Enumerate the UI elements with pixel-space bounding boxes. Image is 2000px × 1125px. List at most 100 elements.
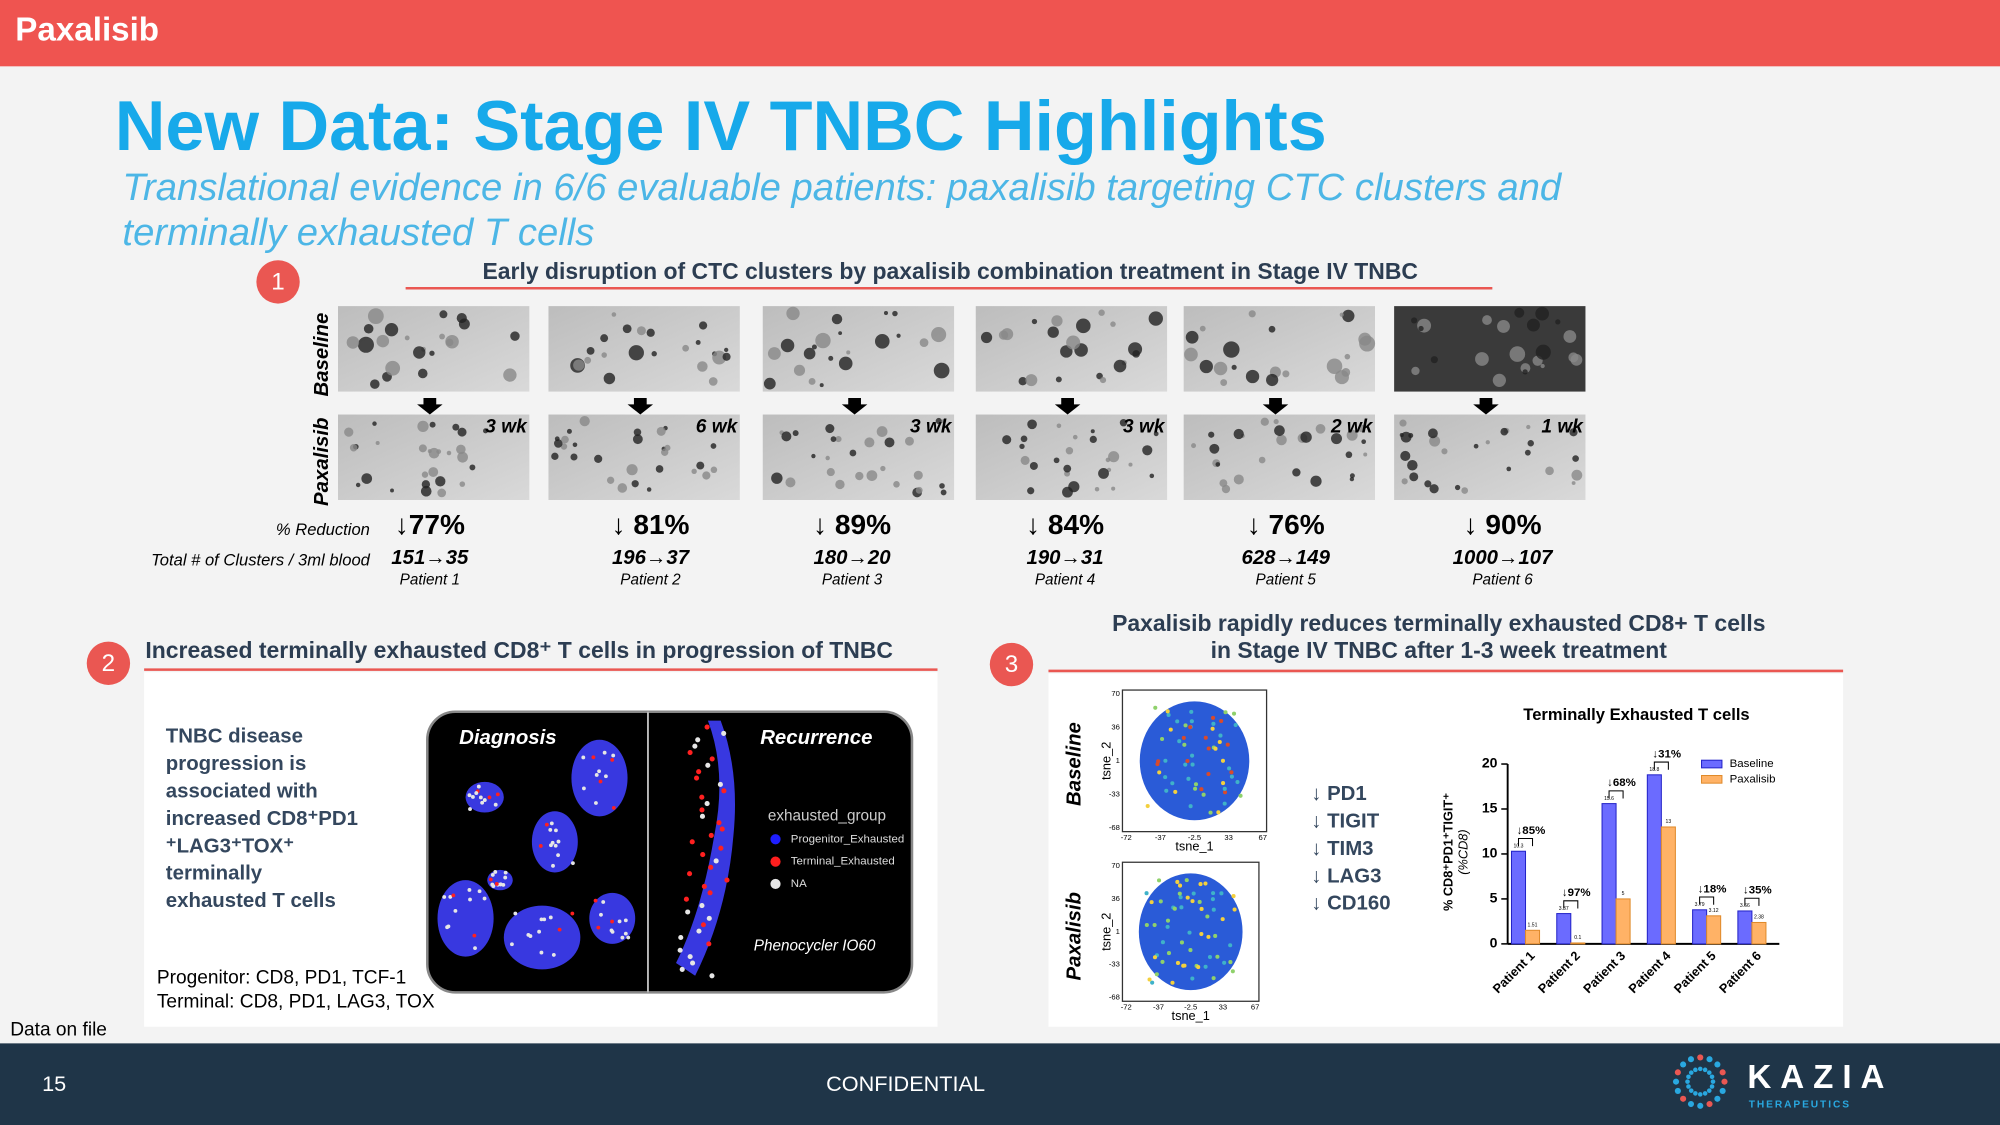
cell (1056, 423, 1062, 429)
cell (606, 476, 615, 484)
cell (1326, 358, 1343, 375)
down-arrow (1473, 397, 1499, 415)
down-arrow (417, 397, 443, 415)
bar (1660, 826, 1676, 945)
tsne-point (1238, 793, 1243, 798)
cell-dot (473, 946, 477, 951)
cell-dot (537, 929, 542, 934)
cell (459, 481, 466, 487)
cell-dot (549, 821, 554, 826)
cell-dot (718, 845, 724, 851)
tsne-point (1229, 770, 1234, 775)
tsne-point (1190, 899, 1195, 904)
cell (905, 436, 914, 446)
tsne-point (1217, 739, 1222, 745)
tsne-point (1211, 715, 1216, 720)
cell (896, 333, 901, 338)
cell (1148, 311, 1163, 326)
cell-dot (571, 861, 575, 866)
cell (1108, 451, 1120, 463)
cell (702, 471, 711, 480)
cell (830, 436, 837, 442)
cell-dot (472, 933, 477, 938)
cell-dot (581, 786, 586, 791)
cluster-count: 180→20 (813, 547, 891, 569)
cell-dot (488, 877, 493, 882)
logo-dot (1702, 1091, 1708, 1096)
cell (1233, 474, 1244, 485)
cell (626, 464, 638, 476)
tsne-point (1198, 882, 1203, 887)
logo-dot (1688, 1070, 1694, 1075)
panel-text: associated with (166, 780, 318, 802)
tsne-x-tick: -72 (1121, 833, 1132, 842)
bar-value-label: 13 (1666, 819, 1672, 825)
tsne-point (1222, 801, 1227, 806)
tsne-y-tick: 70 (1111, 689, 1120, 698)
cell-dot (480, 800, 485, 805)
marker: ↓ TIM3 (1311, 838, 1373, 860)
down-arrow (1054, 397, 1081, 415)
tsne-point (1193, 782, 1199, 787)
tsne-point (1219, 718, 1224, 724)
logo-dot (1686, 1074, 1691, 1080)
cell-dot (677, 947, 683, 953)
cell-dot (556, 853, 560, 858)
tsne-point (1160, 959, 1165, 964)
cell-dot (448, 895, 453, 899)
panel-heading: Paxalisib rapidly reduces terminally exh… (1112, 610, 1765, 636)
down-arrow (1262, 397, 1289, 415)
cluster-count: 190→31 (1027, 547, 1104, 569)
cell-dot (474, 791, 479, 795)
cell (846, 350, 851, 355)
tsne-point (1158, 899, 1163, 904)
cell (1090, 429, 1095, 434)
cell (1098, 468, 1109, 479)
footnote: Data on file (10, 1020, 107, 1041)
cell-dot (542, 917, 547, 922)
cell-dot (706, 941, 712, 947)
cell (357, 336, 374, 353)
cell (1527, 439, 1534, 447)
cell (458, 318, 470, 330)
cell-dot (704, 724, 710, 730)
cell (617, 483, 628, 493)
panel-heading: Early disruption of CTC clusters by paxa… (483, 258, 1419, 284)
cell (1424, 480, 1432, 488)
cell (361, 473, 373, 484)
cell (661, 448, 669, 456)
number-badge (989, 642, 1034, 687)
cell-dot (551, 953, 556, 957)
cell-dot (501, 882, 506, 887)
tsne-point (1190, 753, 1195, 758)
cell-dot (695, 737, 701, 743)
bar-value-label: 1.51 (1528, 923, 1538, 929)
slide-title: New Data: Stage IV TNBC Highlights (115, 86, 1327, 165)
cell (646, 487, 652, 492)
tsne-x-tick: -2.5 (1188, 833, 1201, 842)
logo-dot (1709, 1074, 1715, 1080)
cell (1027, 419, 1037, 430)
tsne-point (1203, 964, 1208, 969)
tsne-point (1170, 980, 1175, 985)
cell (656, 426, 666, 436)
cell-dot (490, 882, 495, 887)
bar-value-label: 3.37 (1559, 906, 1569, 912)
cell (435, 476, 446, 487)
cell (1065, 447, 1074, 455)
logo-dot (1693, 1067, 1698, 1073)
cell (1002, 435, 1012, 445)
cell (1128, 462, 1133, 467)
bar (1751, 921, 1767, 945)
bar (1692, 909, 1708, 945)
cell (786, 306, 800, 321)
cell-dot (493, 802, 498, 807)
logo-dot (1697, 1102, 1704, 1109)
cell (1282, 370, 1290, 378)
cell-dot (594, 773, 599, 777)
cell (811, 344, 817, 350)
cell (1199, 359, 1213, 374)
tsne-cloud (1139, 701, 1250, 821)
cell-dot (699, 813, 706, 819)
tsne-point (1156, 878, 1162, 883)
